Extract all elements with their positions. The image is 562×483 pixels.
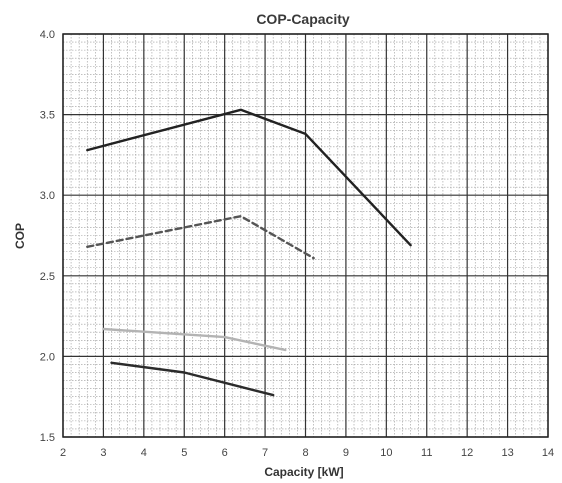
series-line-1 [86,108,412,247]
x-tick-labels: 2 3 4 5 6 7 8 9 10 11 12 13 14 [60,447,554,459]
x-tick-label: 7 [262,447,268,459]
y-tick-label: 3.5 [40,110,55,122]
series-layer [86,108,412,397]
series-line-3 [102,327,287,352]
x-tick-label: 12 [461,447,473,459]
plot-frame [62,33,549,438]
x-tick-label: 8 [302,447,308,459]
x-tick-label: 3 [100,447,106,459]
series-line-4 [110,361,275,397]
x-tick-label: 6 [222,447,228,459]
x-tick-label: 10 [380,447,392,459]
y-tick-label: 3.0 [40,190,55,202]
x-tick-label: 13 [501,447,513,459]
x-tick-label: 11 [421,447,432,459]
chart-title: COP-Capacity [256,11,350,27]
x-tick-label: 5 [181,447,187,459]
y-tick-label: 1.5 [40,432,55,444]
series-line-2 [86,214,315,260]
x-axis-label: Capacity [kW] [264,465,343,479]
y-tick-labels: 1.5 2.0 2.5 3.0 3.5 4.0 [40,29,55,444]
x-tick-label: 14 [542,447,554,459]
x-tick-label: 2 [60,447,66,459]
y-tick-label: 2.0 [40,351,55,363]
y-tick-label: 4.0 [40,29,55,41]
x-tick-label: 9 [343,447,349,459]
y-axis-label: COP [13,223,27,249]
x-tick-label: 4 [141,447,147,459]
y-tick-label: 2.5 [40,271,55,283]
